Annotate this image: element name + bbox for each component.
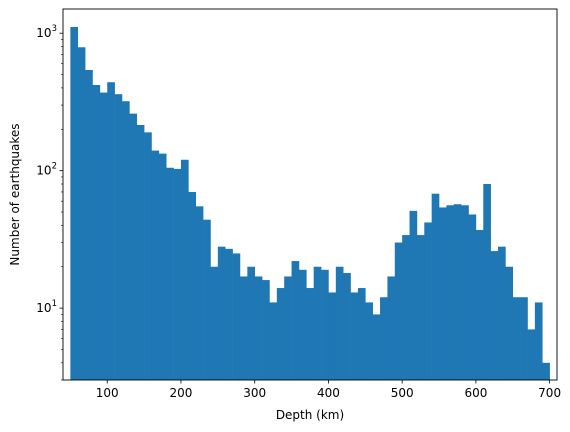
histogram-bar xyxy=(328,292,337,380)
histogram-bar xyxy=(284,276,292,380)
histogram-bar xyxy=(483,183,491,380)
histogram-bar xyxy=(446,205,455,380)
histogram-bar xyxy=(321,269,329,380)
histogram-bars xyxy=(70,26,550,381)
histogram-bar xyxy=(512,297,521,380)
histogram-bar xyxy=(217,246,226,380)
histogram-bar xyxy=(453,204,462,380)
histogram-bar xyxy=(254,276,263,380)
histogram-bar xyxy=(225,248,233,380)
histogram-bar xyxy=(269,302,278,380)
histogram-bar xyxy=(99,92,108,380)
x-axis-label: Depth (km) xyxy=(276,408,344,422)
histogram-bar xyxy=(306,288,314,380)
histogram-bar xyxy=(431,193,440,380)
histogram-bar xyxy=(232,253,241,380)
histogram-bar xyxy=(520,297,528,380)
histogram-bar xyxy=(121,101,130,380)
histogram-bar xyxy=(188,191,197,380)
plot-frame xyxy=(62,8,558,381)
histogram-bar xyxy=(144,132,152,380)
x-tick-label: 500 xyxy=(391,386,414,400)
histogram-bar xyxy=(490,251,499,380)
histogram-bar xyxy=(350,292,359,380)
histogram-bar xyxy=(92,84,101,381)
histogram-bar xyxy=(158,153,167,380)
histogram-bar xyxy=(151,150,160,380)
histogram-bar xyxy=(343,273,351,380)
histogram-bar xyxy=(262,280,270,380)
histogram-bar xyxy=(380,297,388,380)
histogram-bar xyxy=(424,222,432,380)
histogram-bar xyxy=(409,210,418,380)
histogram-bar xyxy=(357,288,366,380)
histogram-bar xyxy=(247,266,255,380)
histogram-bar xyxy=(166,167,174,380)
histogram-bar xyxy=(387,276,396,380)
histogram-bar xyxy=(276,288,285,380)
histogram-bar xyxy=(468,214,477,380)
x-tick-label: 100 xyxy=(96,386,119,400)
histogram-bar xyxy=(461,205,469,380)
axes: 100 200 300 400 500 600 700 101 102 103 xyxy=(36,8,561,400)
x-tick-label: 700 xyxy=(538,386,561,400)
histogram-bar xyxy=(210,266,219,380)
histogram-bar xyxy=(498,246,506,380)
histogram-bar xyxy=(298,269,307,380)
histogram-bar xyxy=(439,207,447,380)
histogram-bar xyxy=(402,235,410,380)
histogram-bar xyxy=(416,235,425,380)
y-axis-ticks: 101 102 103 xyxy=(36,24,63,381)
histogram-bar xyxy=(291,261,300,380)
y-tick-label: 102 xyxy=(36,162,57,178)
histogram-bar xyxy=(335,266,344,380)
histogram-bar xyxy=(475,230,484,380)
histogram-bar xyxy=(534,302,543,380)
histogram-bar xyxy=(85,69,93,381)
histogram-bar xyxy=(542,362,550,380)
histogram-bar xyxy=(394,242,403,380)
y-tick-label: 103 xyxy=(36,24,57,40)
histogram-bar xyxy=(527,329,536,380)
histogram-bar xyxy=(77,47,86,380)
histogram-bar xyxy=(136,124,145,380)
x-tick-label: 400 xyxy=(317,386,340,400)
histogram-bar xyxy=(203,219,211,380)
x-tick-label: 300 xyxy=(243,386,266,400)
y-tick-label: 101 xyxy=(36,299,57,315)
x-tick-label: 200 xyxy=(170,386,193,400)
histogram-bar xyxy=(180,159,189,380)
histogram-bar xyxy=(239,276,248,380)
histogram-bar xyxy=(505,266,514,380)
histogram-bar xyxy=(129,113,138,381)
histogram-bar xyxy=(365,302,373,380)
histogram-bar xyxy=(173,168,182,380)
histogram-bar xyxy=(70,26,79,380)
histogram-bar xyxy=(107,82,115,380)
x-axis-ticks: 100 200 300 400 500 600 700 xyxy=(96,380,561,400)
y-axis-label: Number of earthquakes xyxy=(8,123,22,265)
histogram-bar xyxy=(114,94,123,380)
histogram-bar xyxy=(372,314,381,380)
x-tick-label: 600 xyxy=(464,386,487,400)
histogram-bar xyxy=(195,206,204,380)
histogram-bar xyxy=(313,266,322,380)
